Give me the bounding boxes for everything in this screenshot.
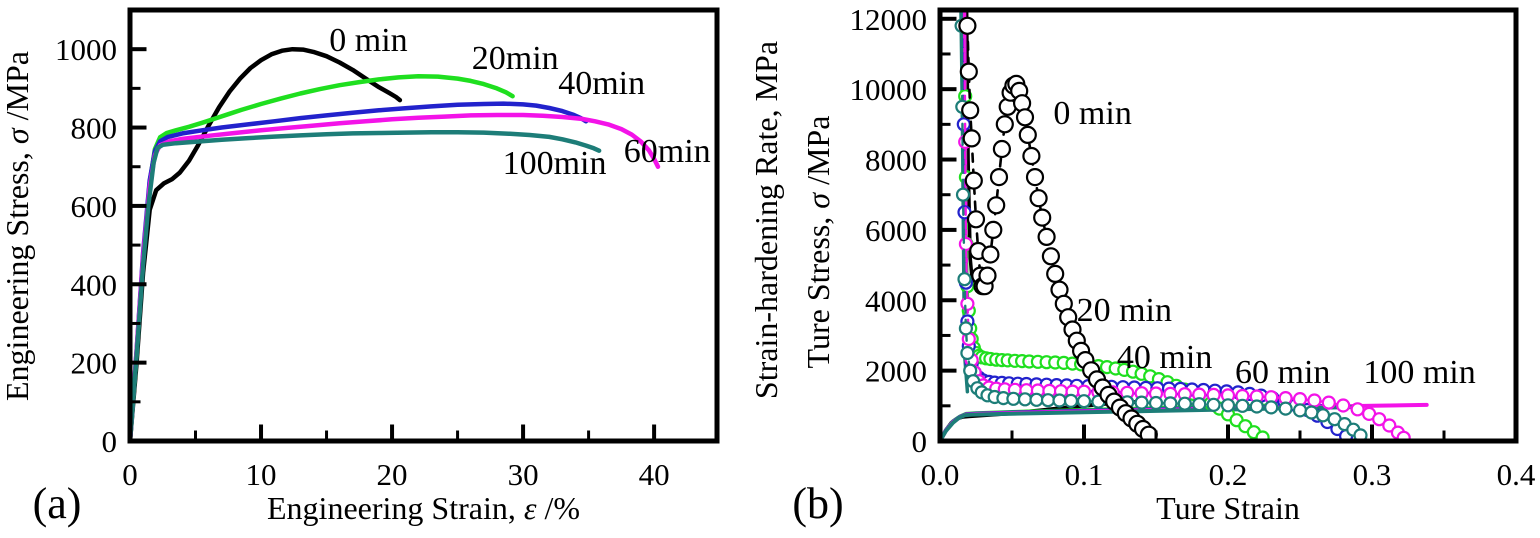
y-tick-label: 600 <box>71 189 118 224</box>
x-tick-label: 0.1 <box>1065 457 1104 492</box>
series-line-100-min <box>132 129 602 439</box>
y-tick-label: 6000 <box>865 213 927 248</box>
series-markers-0-min-hardening-rate <box>958 16 1158 439</box>
y-tick-label: 10000 <box>850 72 928 107</box>
series-line-0-min <box>132 46 403 439</box>
y-tick-label: 400 <box>71 267 118 302</box>
chart-b-plot-area <box>942 12 1429 439</box>
chart-b-ticks <box>938 16 1518 443</box>
curve-label-100-min: 100 min <box>1363 354 1475 391</box>
y-axis-title: Ture Stress, σ /MPa <box>800 116 836 369</box>
y-tick-label: 1000 <box>55 32 117 67</box>
y-tick-label: 2000 <box>865 354 927 389</box>
curve-label-20min: 20min <box>472 40 559 77</box>
curve-label-0-min: 0 min <box>329 22 407 59</box>
curve-label-20-min: 20 min <box>1077 292 1172 329</box>
x-tick-label: 0 <box>122 457 138 492</box>
x-tick-label: 20 <box>377 457 408 492</box>
curve-label-100min: 100min <box>503 145 607 182</box>
chart-a-plot-area <box>132 46 661 439</box>
y-tick-label: 0 <box>912 424 928 459</box>
y-tick-label: 12000 <box>850 2 928 37</box>
panel-label-a: (a) <box>33 479 82 528</box>
y-tick-label: 8000 <box>865 143 927 178</box>
chart-a-ticks <box>128 47 657 443</box>
panel-label-b: (b) <box>792 479 843 528</box>
x-axis-title: Ture Strain <box>1156 490 1300 526</box>
series-line-60-min-hardening-rate <box>963 24 1405 439</box>
curve-label-40min: 40min <box>558 65 645 102</box>
x-tick-label: 40 <box>639 457 670 492</box>
x-tick-label: 0.4 <box>1497 457 1536 492</box>
chart-b-frame <box>937 7 1519 444</box>
curve-label-60-min: 60 min <box>1235 354 1330 391</box>
x-tick-label: 0.2 <box>1209 457 1248 492</box>
chart-a-frame <box>127 7 720 444</box>
curve-label-60min: 60min <box>624 133 711 170</box>
y-tick-label: 0 <box>102 424 118 459</box>
y-axis-title: Engineering Stress, σ /MPa <box>0 51 35 401</box>
x-tick-label: 30 <box>508 457 539 492</box>
x-axis-title: Engineering Strain, ε /% <box>267 490 580 526</box>
x-tick-label: 10 <box>246 457 277 492</box>
chart-b: 0.0 0.1 0.2 0.3 0.4 0 2000 4000 6000 8000 10000 120… <box>748 2 1536 526</box>
y-tick-label: 200 <box>71 346 118 381</box>
y-axis-title: Strain-hardening Rate, MPa <box>748 41 784 399</box>
y-tick-label: 800 <box>71 111 118 146</box>
curve-label-0-min: 0 min <box>1053 95 1131 132</box>
y-tick-label: 4000 <box>865 283 927 318</box>
x-tick-label: 0.0 <box>921 457 960 492</box>
x-tick-label: 0.3 <box>1353 457 1392 492</box>
curve-label-40-min: 40 min <box>1117 339 1212 376</box>
